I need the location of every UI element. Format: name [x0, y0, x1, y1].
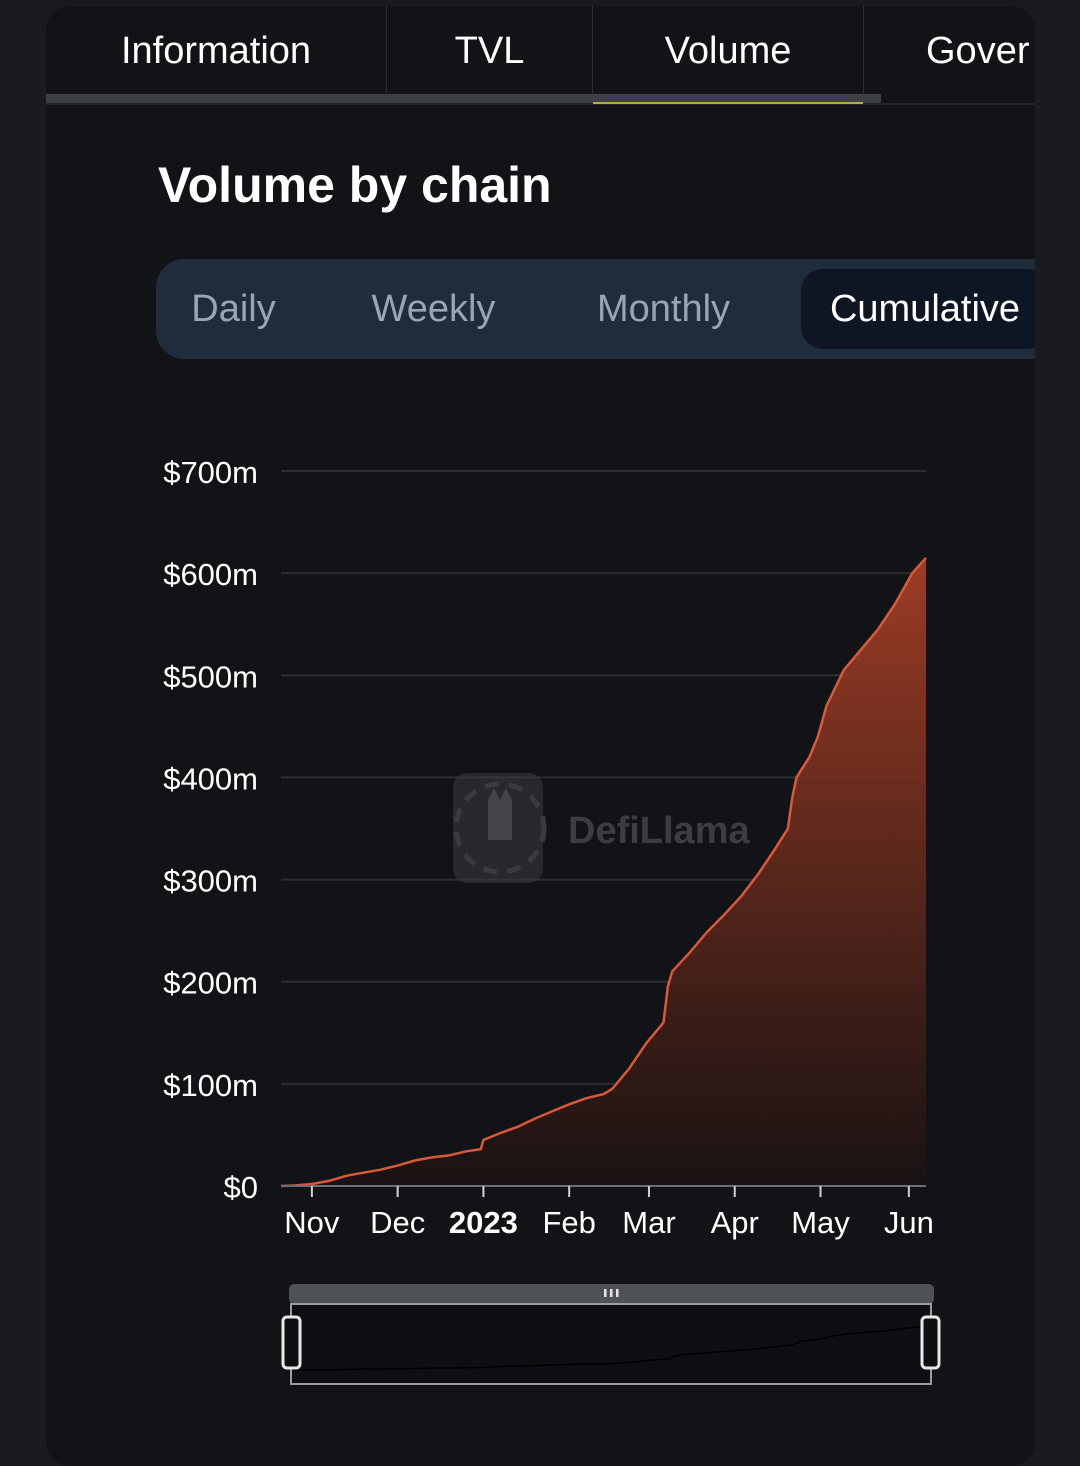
- tab-volume[interactable]: Volume: [664, 30, 792, 72]
- daily-button[interactable]: Daily: [191, 288, 276, 330]
- llama-icon: [488, 788, 512, 840]
- watermark-text: DefiLlama: [568, 810, 750, 852]
- tab-tvl[interactable]: TVL: [454, 30, 525, 72]
- x-tick-label: Dec: [370, 1205, 425, 1240]
- slider-right-handle[interactable]: [920, 1315, 941, 1370]
- x-tick-label: Jun: [884, 1205, 934, 1240]
- tab-information[interactable]: Information: [120, 30, 312, 72]
- weekly-button[interactable]: Weekly: [371, 288, 496, 330]
- active-tab-indicator: [593, 102, 863, 104]
- x-tick-label: Apr: [711, 1205, 759, 1240]
- tab-scrollbar[interactable]: [46, 94, 881, 103]
- grip-icon: [604, 1289, 619, 1297]
- monthly-button[interactable]: Monthly: [596, 288, 731, 330]
- watermark-ring: [453, 781, 547, 875]
- tab-bar: Information TVL Volume Gover: [46, 6, 1035, 105]
- x-tick-label: Feb: [542, 1205, 595, 1240]
- defillama-watermark: DefiLlama: [453, 773, 750, 883]
- cumulative-volume-line: [280, 556, 927, 1188]
- tab-divider: [592, 6, 593, 98]
- cumulative-volume-area: [281, 557, 926, 1186]
- tab-divider: [863, 6, 864, 98]
- overview-line: [293, 1325, 930, 1371]
- cumulative-button[interactable]: Cumulative: [801, 269, 1035, 349]
- y-tick-label: $400m: [163, 761, 258, 796]
- x-tick-label: Mar: [622, 1205, 675, 1240]
- y-tick-label: $200m: [163, 966, 258, 1001]
- slider-window[interactable]: [290, 1303, 932, 1385]
- timeframe-toggle: Daily Weekly Monthly Cumulative: [156, 259, 1035, 359]
- y-tick-label: $500m: [163, 659, 258, 694]
- x-tick-label: Nov: [284, 1205, 340, 1240]
- y-tick-label: $100m: [163, 1068, 258, 1103]
- y-tick-label: $300m: [163, 864, 258, 899]
- y-tick-label: $700m: [163, 455, 258, 490]
- tab-governance[interactable]: Gover: [926, 30, 1030, 72]
- tab-bar-divider: [46, 103, 1035, 105]
- slider-left-handle[interactable]: [281, 1315, 302, 1370]
- y-tick-label: $600m: [163, 557, 258, 592]
- tab-divider: [386, 6, 387, 98]
- y-tick-label: $0: [224, 1170, 258, 1205]
- x-tick-label: May: [791, 1205, 850, 1240]
- range-slider[interactable]: [281, 1284, 941, 1385]
- x-tick-label: 2023: [449, 1205, 518, 1240]
- chart-title: Volume by chain: [158, 157, 552, 213]
